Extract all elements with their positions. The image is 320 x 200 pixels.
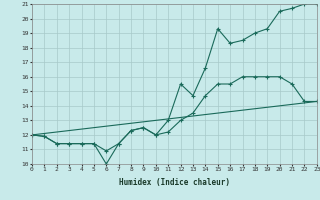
X-axis label: Humidex (Indice chaleur): Humidex (Indice chaleur) (119, 178, 230, 187)
